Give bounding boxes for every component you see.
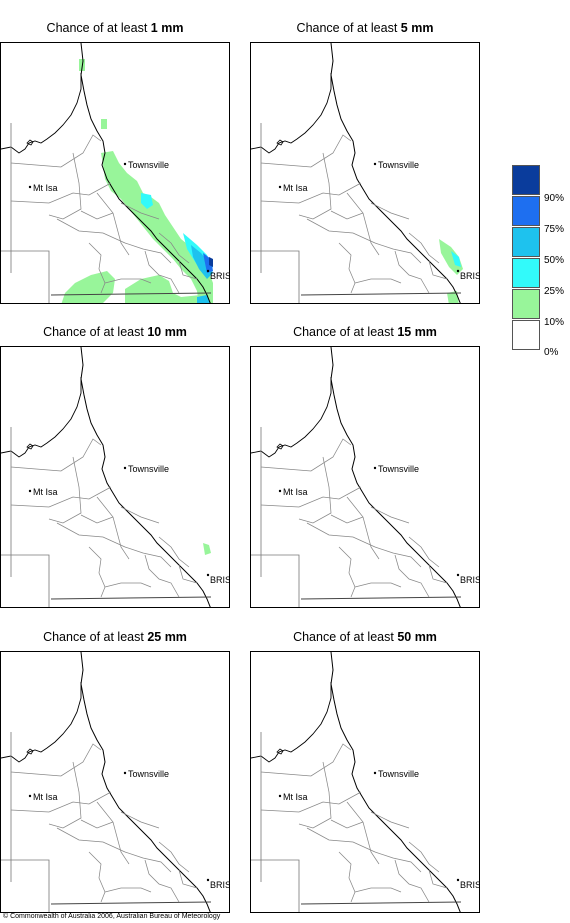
copyright-notice: © Commonwealth of Australia 2006, Austra… <box>3 913 221 920</box>
legend-label-25: 25% <box>544 286 565 297</box>
panel-title: Chance of at least 1 mm <box>46 21 184 35</box>
mt-isa-label: Mt Isa <box>283 792 308 802</box>
probability-legend: 90% 75% 50% 25% 10% 0% <box>512 165 570 365</box>
legend-swatch-1 <box>512 196 540 226</box>
rainfall-map: Townsville Mt Isa BRIS <box>250 42 480 304</box>
mt-isa-label: Mt Isa <box>283 487 308 497</box>
rain-overlay <box>439 239 463 303</box>
legend-label-10: 10% <box>544 317 565 328</box>
townsville-label: Townsville <box>378 160 419 170</box>
rainfall-map: Townsville Mt Isa BRIS <box>250 346 480 608</box>
brisbane-label: BRIS <box>460 271 480 281</box>
panel-title: Chance of at least 25 mm <box>43 630 187 644</box>
townsville-label: Townsville <box>128 769 169 779</box>
rain-overlay <box>61 59 213 303</box>
rainfall-map: Townsville Mt Isa BRIS <box>0 651 230 913</box>
townsville-label: Townsville <box>128 464 169 474</box>
brisbane-label: BRIS <box>460 575 480 585</box>
panel-title: Chance of at least 50 mm <box>293 630 437 644</box>
townsville-label: Townsville <box>378 464 419 474</box>
legend-label-90: 90% <box>544 193 565 204</box>
townsville-label: Townsville <box>128 160 169 170</box>
rainfall-map: Townsville Mt Isa BRIS <box>0 42 230 304</box>
brisbane-label: BRIS <box>460 880 480 890</box>
legend-swatch-3 <box>512 258 540 288</box>
legend-swatch-0 <box>512 165 540 195</box>
legend-label-0: 0% <box>544 347 559 358</box>
rainfall-map: Townsville Mt Isa BRIS <box>0 346 230 608</box>
brisbane-label: BRIS <box>210 271 230 281</box>
panel-title: Chance of at least 15 mm <box>293 325 437 339</box>
panel-title: Chance of at least 10 mm <box>43 325 187 339</box>
legend-label-75: 75% <box>544 224 565 235</box>
mt-isa-label: Mt Isa <box>33 792 58 802</box>
legend-label-50: 50% <box>544 255 565 266</box>
townsville-label: Townsville <box>378 769 419 779</box>
brisbane-label: BRIS <box>210 575 230 585</box>
legend-swatch-4 <box>512 289 540 319</box>
mt-isa-label: Mt Isa <box>283 183 308 193</box>
rainfall-map: Townsville Mt Isa BRIS <box>250 651 480 913</box>
mt-isa-label: Mt Isa <box>33 183 58 193</box>
rain-overlay <box>203 543 211 555</box>
legend-swatch-5 <box>512 320 540 350</box>
legend-swatch-2 <box>512 227 540 257</box>
brisbane-label: BRIS <box>210 880 230 890</box>
panel-title: Chance of at least 5 mm <box>296 21 434 35</box>
mt-isa-label: Mt Isa <box>33 487 58 497</box>
